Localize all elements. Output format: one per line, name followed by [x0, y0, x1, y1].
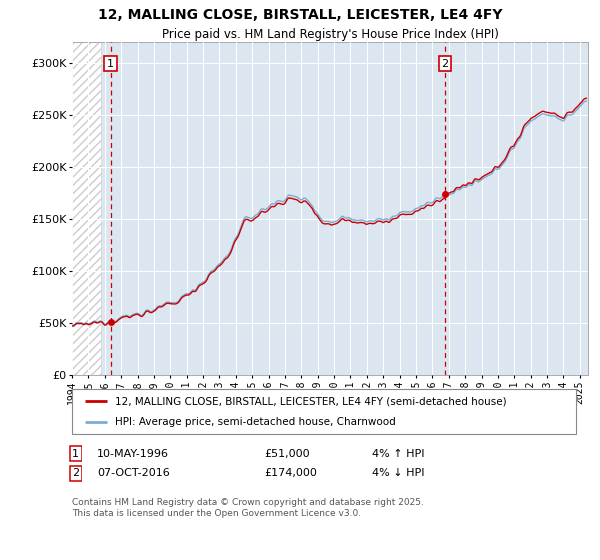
FancyBboxPatch shape	[70, 446, 82, 461]
Title: Price paid vs. HM Land Registry's House Price Index (HPI): Price paid vs. HM Land Registry's House …	[161, 28, 499, 41]
Text: £174,000: £174,000	[264, 468, 317, 478]
Text: Contains HM Land Registry data © Crown copyright and database right 2025.
This d: Contains HM Land Registry data © Crown c…	[72, 498, 424, 518]
Text: 12, MALLING CLOSE, BIRSTALL, LEICESTER, LE4 4FY: 12, MALLING CLOSE, BIRSTALL, LEICESTER, …	[98, 8, 502, 22]
Text: £51,000: £51,000	[264, 449, 310, 459]
Text: HPI: Average price, semi-detached house, Charnwood: HPI: Average price, semi-detached house,…	[115, 417, 395, 427]
Text: 10-MAY-1996: 10-MAY-1996	[97, 449, 169, 459]
FancyBboxPatch shape	[72, 389, 576, 434]
Text: 4% ↑ HPI: 4% ↑ HPI	[372, 449, 425, 459]
Text: 07-OCT-2016: 07-OCT-2016	[97, 468, 170, 478]
FancyBboxPatch shape	[70, 466, 82, 480]
Text: 12, MALLING CLOSE, BIRSTALL, LEICESTER, LE4 4FY (semi-detached house): 12, MALLING CLOSE, BIRSTALL, LEICESTER, …	[115, 396, 506, 407]
Bar	[72, 42, 101, 375]
Text: 1: 1	[72, 449, 79, 459]
Text: 1: 1	[107, 59, 114, 69]
Text: 2: 2	[72, 468, 79, 478]
Text: 2: 2	[442, 59, 449, 69]
Text: 4% ↓ HPI: 4% ↓ HPI	[372, 468, 425, 478]
